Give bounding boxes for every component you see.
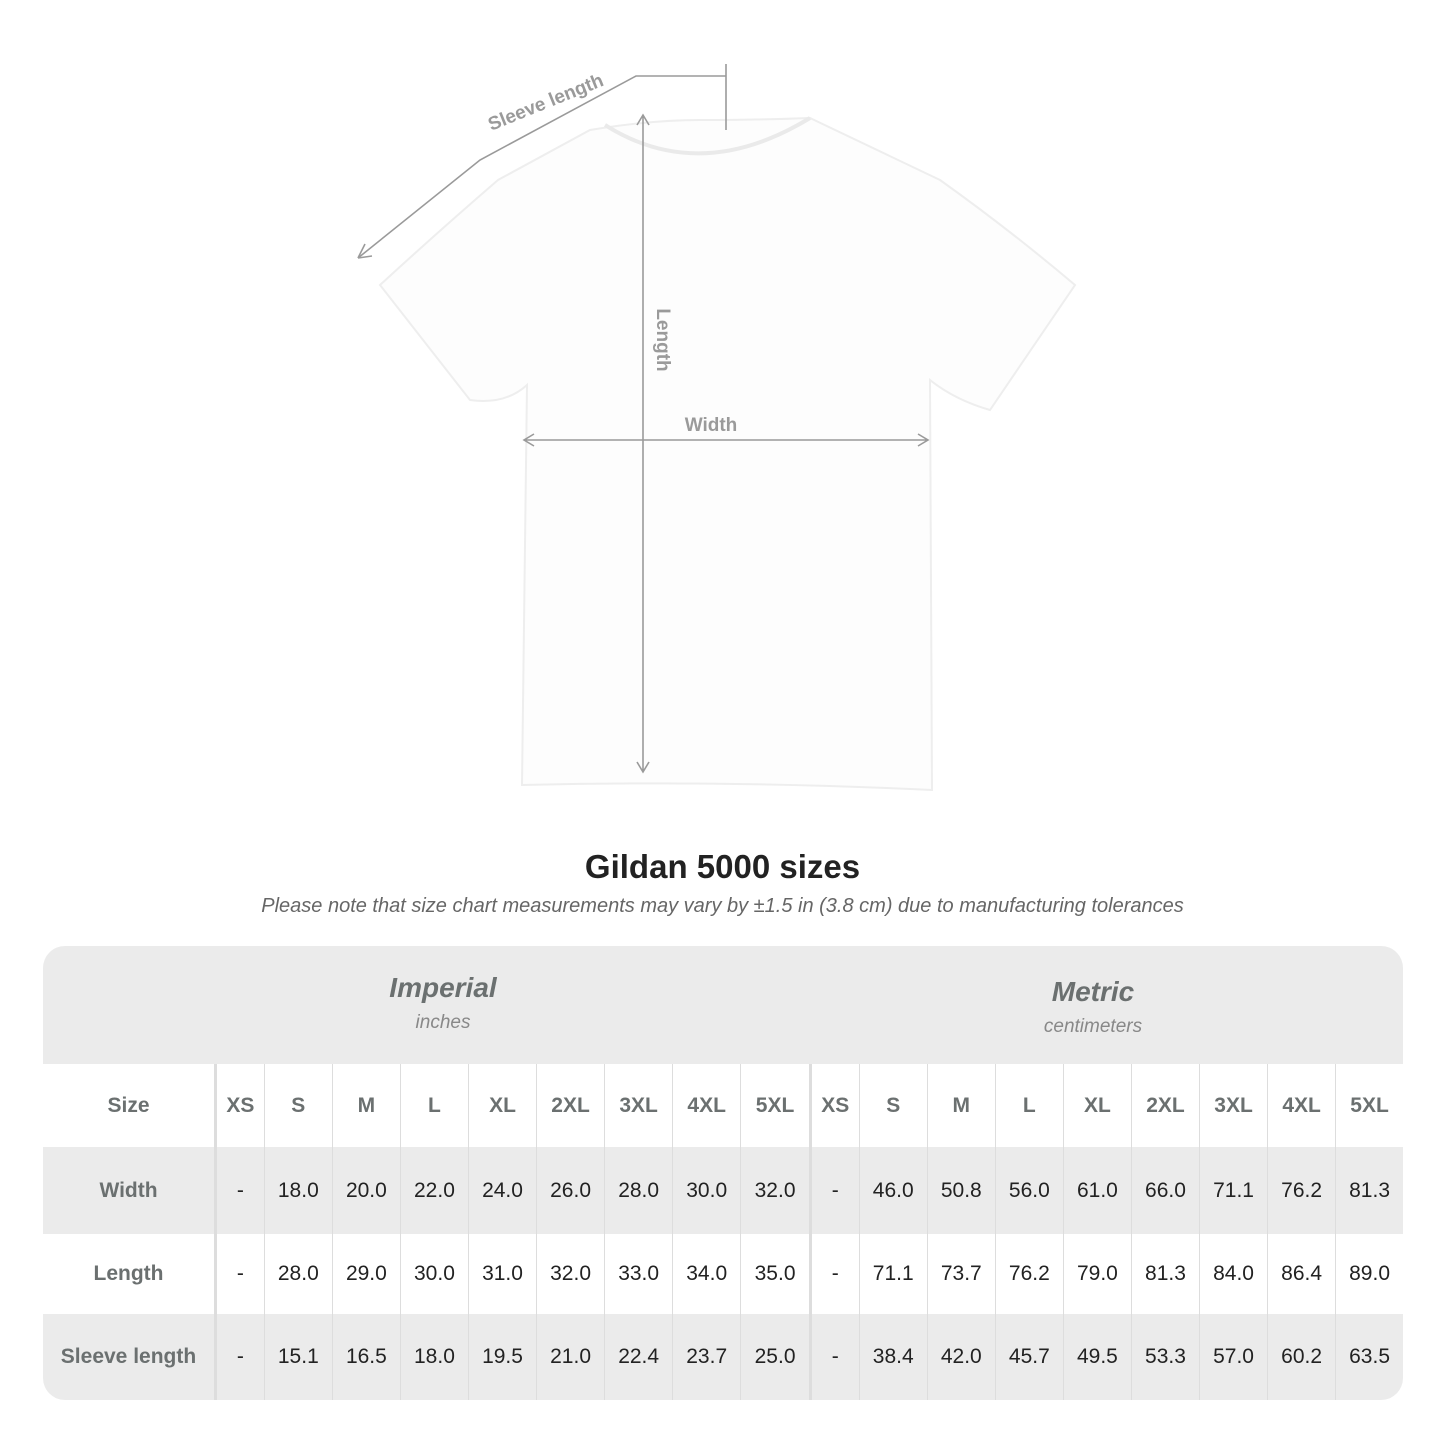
imperial-size-5xl: 5XL xyxy=(740,1064,811,1147)
size-table: Imperial inches Metric centimeters Size X… xyxy=(43,946,1403,1400)
measure-arrows xyxy=(357,64,930,774)
imperial-value-cell: 35.0 xyxy=(740,1234,811,1314)
metric-value-cell: 49.5 xyxy=(1062,1314,1132,1400)
imperial-size-xs: XS xyxy=(215,1064,265,1147)
imperial-value-cell: - xyxy=(215,1234,265,1314)
metric-value-cell: 81.3 xyxy=(1335,1147,1403,1234)
metric-value-cell: 42.0 xyxy=(926,1314,996,1400)
imperial-size-l: L xyxy=(399,1064,469,1147)
metric-header: Metric centimeters xyxy=(923,976,1263,1038)
metric-size-s: S xyxy=(858,1064,928,1147)
metric-title: Metric xyxy=(1051,976,1135,1007)
metric-value-cell: - xyxy=(808,1314,860,1400)
metric-unit: centimeters xyxy=(1043,1016,1143,1037)
metric-size-2xl: 2XL xyxy=(1130,1064,1200,1147)
metric-value-cell: 53.3 xyxy=(1130,1314,1200,1400)
imperial-size-xl: XL xyxy=(467,1064,537,1147)
imperial-value-cell: 33.0 xyxy=(604,1234,673,1314)
imperial-value-cell: 30.0 xyxy=(399,1234,469,1314)
table-row: Width -18.0 20.0 22.0 24.0 26.0 28.0 30.0 32.0-4… xyxy=(43,1147,1403,1234)
imperial-value-cell: 25.0 xyxy=(740,1314,811,1400)
imperial-value-cell: 30.0 xyxy=(672,1147,741,1234)
imperial-value-cell: 31.0 xyxy=(467,1234,537,1314)
imperial-value-cell: 18.0 xyxy=(263,1147,333,1234)
metric-value-cell: 79.0 xyxy=(1062,1234,1132,1314)
imperial-value-cell: 23.7 xyxy=(672,1314,741,1400)
metric-value-cell: 81.3 xyxy=(1130,1234,1200,1314)
metric-value-cell: 61.0 xyxy=(1062,1147,1132,1234)
metric-value-cell: 38.4 xyxy=(858,1314,928,1400)
imperial-size-m: M xyxy=(331,1064,401,1147)
imperial-value-cell: 28.0 xyxy=(263,1234,333,1314)
table-row: Length -28.0 29.0 30.0 31.0 32.0 33.0 34.0 35.0-… xyxy=(43,1234,1403,1314)
imperial-value-cell: 32.0 xyxy=(536,1234,605,1314)
metric-value-cell: 86.4 xyxy=(1267,1234,1336,1314)
length-label: Length xyxy=(652,308,673,371)
metric-value-cell: 60.2 xyxy=(1267,1314,1336,1400)
imperial-value-cell: 18.0 xyxy=(399,1314,469,1400)
imperial-value-cell: 26.0 xyxy=(536,1147,605,1234)
tshirt-shape xyxy=(378,116,1077,792)
tolerance-note: Please note that size chart measurements… xyxy=(261,895,1184,917)
metric-size-4xl: 4XL xyxy=(1267,1064,1336,1147)
imperial-value-cell: 22.0 xyxy=(399,1147,469,1234)
imperial-size-2xl: 2XL xyxy=(536,1064,605,1147)
metric-size-l: L xyxy=(994,1064,1064,1147)
metric-value-cell: 89.0 xyxy=(1335,1234,1403,1314)
imperial-value-cell: 28.0 xyxy=(604,1147,673,1234)
metric-value-cell: 76.2 xyxy=(1267,1147,1336,1234)
metric-value-cell: 73.7 xyxy=(926,1234,996,1314)
imperial-title: Imperial xyxy=(389,972,497,1003)
imperial-value-cell: 29.0 xyxy=(331,1234,401,1314)
metric-value-cell: 45.7 xyxy=(994,1314,1064,1400)
metric-value-cell: 84.0 xyxy=(1198,1234,1268,1314)
metric-value-cell: 46.0 xyxy=(858,1147,928,1234)
imperial-value-cell: 15.1 xyxy=(263,1314,333,1400)
imperial-value-cell: 24.0 xyxy=(467,1147,537,1234)
size-label: Size xyxy=(43,1064,217,1147)
row-label: Width xyxy=(43,1147,217,1234)
unit-header-band xyxy=(43,946,1403,1064)
metric-value-cell: 71.1 xyxy=(1198,1147,1268,1234)
imperial-value-cell: 21.0 xyxy=(536,1314,605,1400)
imperial-value-cell: - xyxy=(215,1147,265,1234)
metric-value-cell: 71.1 xyxy=(858,1234,928,1314)
imperial-size-4xl: 4XL xyxy=(672,1064,741,1147)
row-label: Sleeve length xyxy=(43,1314,217,1400)
imperial-size-3xl: 3XL xyxy=(604,1064,673,1147)
chart-title: Gildan 5000 sizes xyxy=(584,848,861,885)
metric-size-xs: XS xyxy=(808,1064,860,1147)
metric-size-5xl: 5XL xyxy=(1335,1064,1403,1147)
imperial-value-cell: 20.0 xyxy=(331,1147,401,1234)
imperial-value-cell: 32.0 xyxy=(740,1147,811,1234)
size-grid: Size XS S M L XL 2XL 3XL 4XL 5XL XS S M L XL 2XL 3XL 4XL 5… xyxy=(43,1064,1403,1400)
metric-value-cell: 66.0 xyxy=(1130,1147,1200,1234)
metric-value-cell: 50.8 xyxy=(926,1147,996,1234)
sleeve-length-label: Sleeve length xyxy=(485,70,606,135)
size-header-row: Size XS S M L XL 2XL 3XL 4XL 5XL XS S M L XL 2XL 3XL 4XL 5… xyxy=(43,1064,1403,1147)
imperial-unit: inches xyxy=(415,1012,471,1033)
metric-size-m: M xyxy=(926,1064,996,1147)
imperial-value-cell: 19.5 xyxy=(467,1314,537,1400)
imperial-value-cell: 22.4 xyxy=(604,1314,673,1400)
metric-value-cell: 56.0 xyxy=(994,1147,1064,1234)
metric-value-cell: 63.5 xyxy=(1335,1314,1403,1400)
imperial-value-cell: 16.5 xyxy=(331,1314,401,1400)
tshirt-diagram: Sleeve length Length Width xyxy=(357,64,1077,792)
imperial-value-cell: - xyxy=(215,1314,265,1400)
imperial-size-s: S xyxy=(263,1064,333,1147)
row-label: Length xyxy=(43,1234,217,1314)
imperial-value-cell: 34.0 xyxy=(672,1234,741,1314)
metric-size-xl: XL xyxy=(1062,1064,1132,1147)
metric-value-cell: 76.2 xyxy=(994,1234,1064,1314)
metric-value-cell: 57.0 xyxy=(1198,1314,1268,1400)
metric-value-cell: - xyxy=(808,1147,860,1234)
metric-size-3xl: 3XL xyxy=(1198,1064,1268,1147)
table-row: Sleeve length -15.1 16.5 18.0 19.5 21.0 22.4 23… xyxy=(43,1314,1403,1400)
imperial-header: Imperial inches xyxy=(273,972,613,1034)
width-label: Width xyxy=(685,415,738,436)
metric-value-cell: - xyxy=(808,1234,860,1314)
